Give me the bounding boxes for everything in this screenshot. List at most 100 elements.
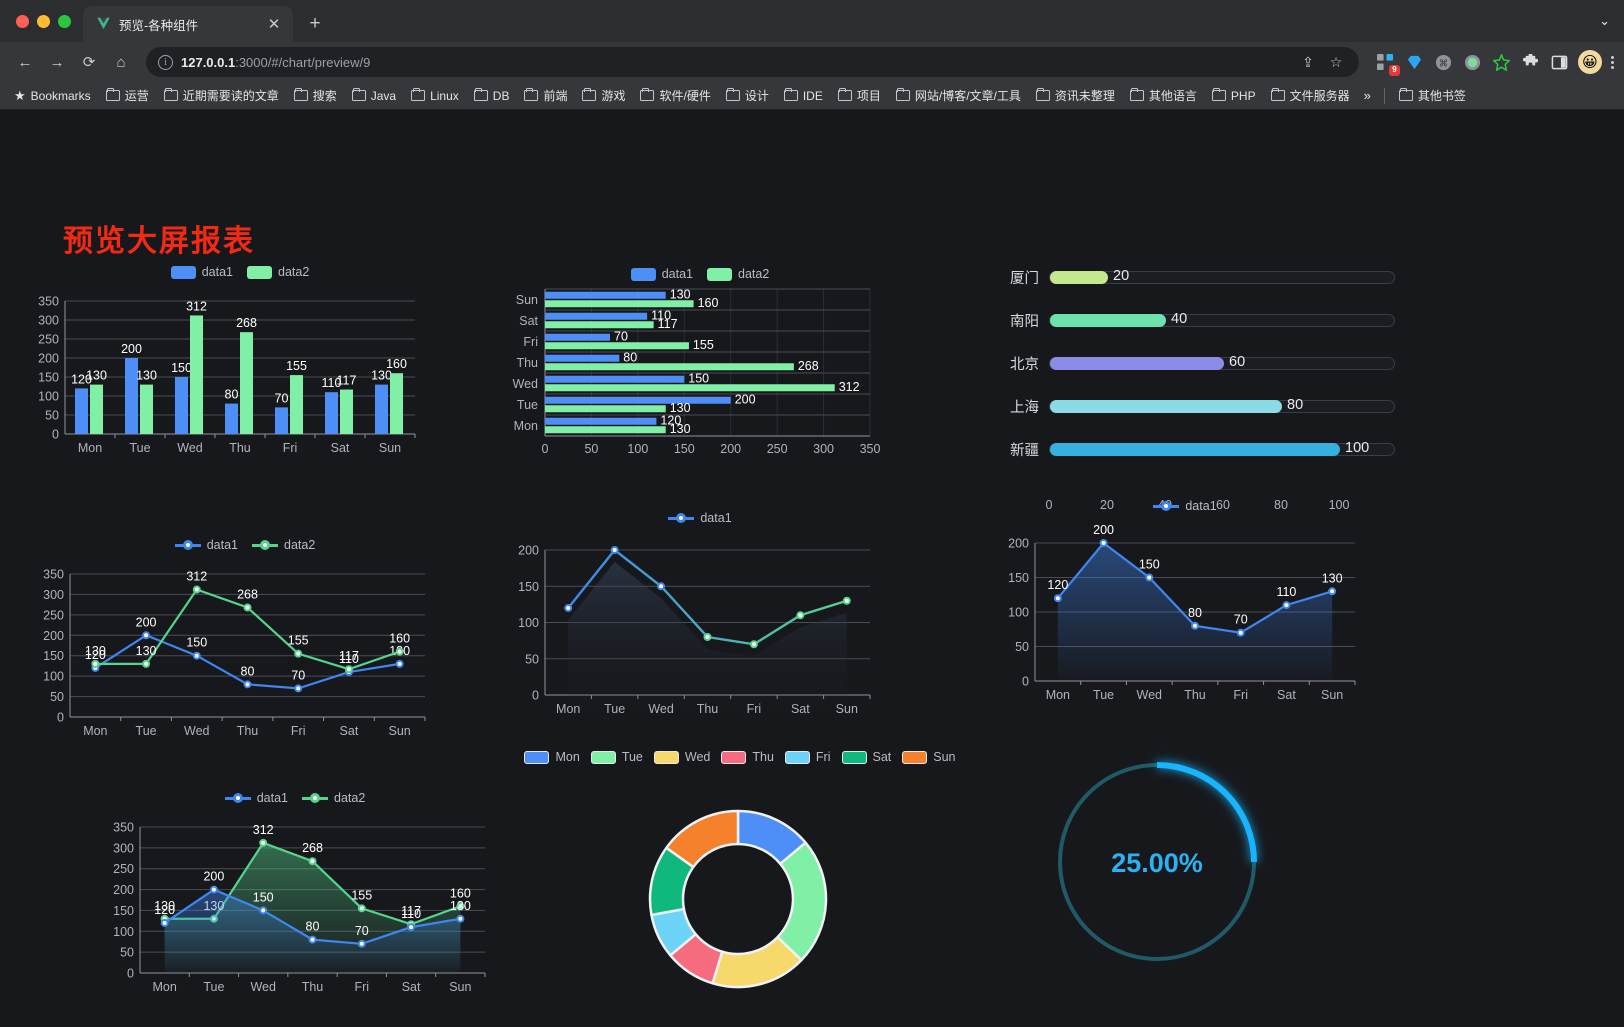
star-green-icon[interactable] — [1491, 52, 1511, 72]
close-window-button[interactable] — [16, 14, 29, 28]
bookmark-folder-0[interactable]: 运营 — [100, 84, 155, 107]
data-point[interactable] — [456, 914, 465, 923]
data-point[interactable] — [1099, 539, 1108, 547]
bar[interactable] — [545, 417, 657, 425]
data-point[interactable] — [259, 906, 268, 915]
back-icon[interactable]: ← — [17, 53, 33, 71]
grid-blue-icon[interactable]: 9 — [1375, 52, 1400, 76]
legend-item-thu[interactable]: Thu — [721, 750, 774, 764]
legend-item-fri[interactable]: Fri — [784, 750, 831, 764]
data-point[interactable] — [357, 904, 366, 913]
legend-item-sun[interactable]: Sun — [902, 750, 956, 764]
bookmark-folder-7[interactable]: 游戏 — [576, 84, 631, 107]
bar[interactable] — [545, 426, 666, 434]
progress-bar-track[interactable]: 20 — [1049, 268, 1395, 284]
data-point[interactable] — [294, 649, 303, 658]
browser-tab[interactable]: 预览-各种组件 ✕ — [83, 6, 293, 42]
bar[interactable] — [175, 377, 188, 434]
donut-slice[interactable] — [665, 809, 740, 869]
chevron-down-icon[interactable]: ⌄ — [1599, 13, 1610, 28]
home-icon[interactable]: ⌂ — [116, 53, 126, 71]
bar[interactable] — [340, 389, 353, 434]
data-point[interactable] — [192, 585, 201, 594]
bookmark-folder-4[interactable]: Linux — [405, 86, 465, 106]
bookmark-folder-5[interactable]: DB — [468, 86, 516, 106]
legend-item-data1[interactable]: data1 — [1153, 499, 1217, 513]
legend-item-data2[interactable]: data2 — [707, 267, 769, 281]
sidepanel-icon[interactable] — [1549, 52, 1569, 72]
bar[interactable] — [240, 332, 253, 434]
bookmark-folder-16[interactable]: 文件服务器 — [1265, 84, 1356, 107]
data-point[interactable] — [294, 684, 303, 693]
bar[interactable] — [375, 384, 388, 434]
data-point[interactable] — [1236, 628, 1245, 637]
data-point[interactable] — [259, 838, 268, 847]
bar[interactable] — [125, 358, 138, 434]
bar[interactable] — [225, 403, 238, 434]
data-point[interactable] — [308, 935, 317, 944]
bar[interactable] — [545, 291, 666, 299]
bar[interactable] — [275, 407, 288, 434]
data-point[interactable] — [357, 939, 366, 948]
bookmark-folder-12[interactable]: 网站/博客/文章/工具 — [890, 84, 1027, 107]
data-point[interactable] — [1053, 594, 1062, 603]
progress-bar-track[interactable]: 60 — [1049, 354, 1395, 370]
data-point[interactable] — [407, 923, 416, 932]
command-icon[interactable]: ⌘ — [1433, 52, 1453, 72]
data-point[interactable] — [796, 611, 805, 620]
close-tab-button[interactable]: ✕ — [267, 16, 281, 33]
bar[interactable] — [545, 384, 835, 392]
bar[interactable] — [75, 388, 88, 434]
bar[interactable] — [290, 375, 303, 434]
data-point[interactable] — [91, 659, 100, 668]
data-point[interactable] — [209, 885, 218, 894]
diamond-icon[interactable] — [1404, 52, 1424, 72]
minimize-window-button[interactable] — [37, 14, 50, 28]
share-icon[interactable]: ⇪ — [1302, 53, 1314, 70]
data-point[interactable] — [456, 902, 465, 911]
data-point[interactable] — [344, 665, 353, 674]
bar[interactable] — [545, 354, 620, 362]
bar[interactable] — [545, 375, 685, 383]
profile-avatar[interactable]: 😀 — [1578, 50, 1602, 74]
data-point[interactable] — [308, 857, 317, 866]
bookmark-folder-13[interactable]: 资讯未整理 — [1030, 84, 1121, 107]
data-point[interactable] — [564, 604, 573, 612]
legend-item-data1[interactable]: data1 — [224, 791, 288, 805]
bar[interactable] — [545, 321, 654, 329]
reload-icon[interactable]: ⟳ — [82, 54, 96, 71]
circle-green-icon[interactable] — [1462, 52, 1482, 72]
legend-item-data1[interactable]: data1 — [170, 265, 233, 279]
progress-bar-track[interactable]: 80 — [1049, 397, 1395, 413]
data-point[interactable] — [1328, 587, 1337, 596]
bar[interactable] — [390, 373, 403, 434]
data-point[interactable] — [395, 659, 404, 668]
maximize-window-button[interactable] — [58, 14, 71, 28]
data-point[interactable] — [657, 582, 666, 591]
legend-item-data2[interactable]: data2 — [252, 538, 315, 552]
legend-item-wed[interactable]: Wed — [653, 750, 710, 764]
progress-bar-track[interactable]: 40 — [1049, 311, 1395, 327]
bookmark-star-icon[interactable]: ☆ — [1329, 53, 1343, 70]
legend-item-data1[interactable]: data1 — [630, 267, 693, 281]
bookmark-folder-11[interactable]: 项目 — [832, 84, 887, 107]
bar[interactable] — [545, 342, 689, 350]
bookmark-folder-2[interactable]: 搜索 — [288, 84, 343, 107]
legend-item-mon[interactable]: Mon — [524, 750, 580, 764]
bar[interactable] — [190, 315, 203, 434]
data-point[interactable] — [395, 647, 404, 656]
legend-item-tue[interactable]: Tue — [590, 750, 643, 764]
browser-menu-icon[interactable] — [1611, 55, 1614, 70]
bar[interactable] — [90, 384, 103, 434]
forward-icon[interactable]: → — [49, 53, 65, 71]
bar[interactable] — [545, 405, 666, 413]
data-point[interactable] — [842, 596, 851, 605]
legend-item-data2[interactable]: data2 — [302, 791, 365, 805]
address-bar[interactable]: i 127.0.0.1:3000/#/chart/preview/9 ⇪ ☆ — [146, 47, 1359, 77]
bar[interactable] — [545, 312, 648, 320]
new-tab-button[interactable]: + — [309, 13, 321, 34]
bookmark-folder-15[interactable]: PHP — [1206, 86, 1262, 106]
bookmark-folder-8[interactable]: 软件/硬件 — [634, 84, 716, 107]
bookmark-folder-14[interactable]: 其他语言 — [1124, 84, 1203, 107]
bookmark-folder-9[interactable]: 设计 — [720, 84, 775, 107]
